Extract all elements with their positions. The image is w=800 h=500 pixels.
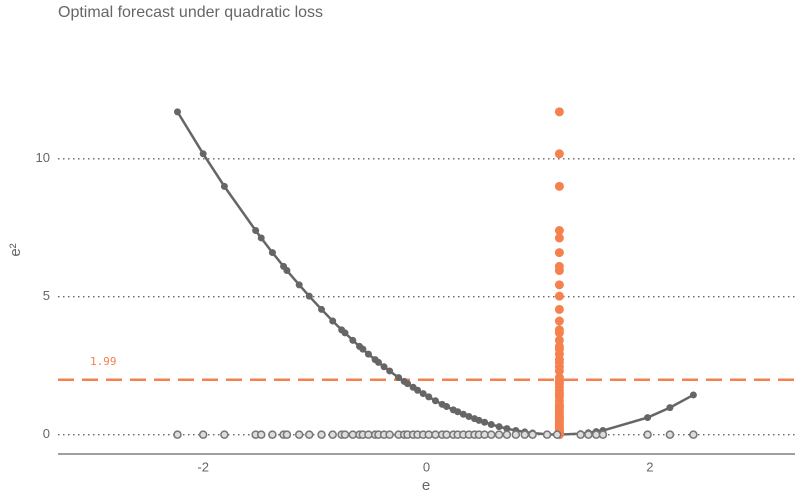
curve-point <box>475 416 483 424</box>
loss-point <box>554 403 564 413</box>
loss-point <box>554 248 564 258</box>
curve-point <box>268 249 276 257</box>
error-point <box>282 430 292 439</box>
x-tick-label: 0 <box>423 459 430 474</box>
curve-point <box>359 345 367 353</box>
error-point <box>502 430 512 439</box>
y-tick-label: 5 <box>43 288 50 303</box>
loss-point <box>554 266 564 276</box>
loss-point <box>554 304 564 314</box>
error-point <box>542 430 552 439</box>
error-point <box>268 430 277 439</box>
curve-point <box>283 267 291 275</box>
loss-point <box>554 181 564 191</box>
error-point <box>317 430 326 439</box>
curve-point <box>364 350 372 358</box>
loss-point <box>554 291 564 301</box>
x-tick-label: 2 <box>646 459 653 474</box>
curve-point <box>487 420 495 428</box>
curve-point <box>689 391 697 399</box>
curve-point <box>252 227 260 235</box>
error-point <box>385 430 394 439</box>
x-axis-label: e <box>422 477 430 494</box>
error-point <box>689 430 698 439</box>
curve-point <box>395 374 403 382</box>
error-point <box>340 430 350 439</box>
curve-point <box>495 423 503 431</box>
curve-point <box>414 386 422 394</box>
curve-point <box>341 329 349 337</box>
error-point <box>511 430 521 439</box>
loss-point <box>554 413 564 423</box>
mean-label: 1.99 <box>90 355 117 368</box>
loss-point <box>554 233 564 243</box>
curve-point <box>295 281 303 289</box>
curve-point <box>305 292 313 300</box>
curve-point <box>503 425 511 433</box>
error-point <box>576 430 585 439</box>
error-point <box>173 430 182 439</box>
curve-point <box>349 336 357 344</box>
curve-point <box>199 150 207 158</box>
error-point <box>584 430 593 439</box>
error-point <box>256 430 266 439</box>
curve-point <box>443 403 451 411</box>
curve-point <box>431 397 439 405</box>
error-point <box>198 430 208 439</box>
chart-title: Optimal forecast under quadratic loss <box>58 4 323 21</box>
error-point <box>528 430 537 439</box>
error-point <box>328 430 337 439</box>
error-point <box>220 430 229 439</box>
curve-point <box>666 404 674 412</box>
x-tick-label: -2 <box>197 459 209 474</box>
y-tick-label: 0 <box>43 426 50 441</box>
loss-point <box>554 328 564 338</box>
loss-point <box>554 280 564 290</box>
error-point <box>598 430 608 439</box>
curve-point <box>173 108 181 116</box>
loss-point <box>554 226 564 236</box>
error-point <box>643 430 652 439</box>
error-point <box>487 430 496 439</box>
loss-point <box>554 316 564 326</box>
curve-point <box>644 414 652 422</box>
curve-point <box>380 363 388 371</box>
error-point <box>494 430 504 439</box>
curve-point <box>318 305 326 313</box>
curve-point <box>220 182 228 190</box>
curve-point <box>419 390 427 398</box>
curve-point <box>465 412 473 420</box>
loss-point <box>554 390 564 400</box>
loss-curve <box>176 111 694 436</box>
loss-point <box>554 366 564 376</box>
error-point <box>305 430 314 439</box>
loss-point <box>554 107 564 117</box>
curve-point <box>459 410 467 418</box>
curve-point <box>481 418 489 426</box>
error-point <box>520 430 530 439</box>
curve-point <box>257 234 265 242</box>
error-point <box>294 430 304 439</box>
loss-point <box>554 149 564 159</box>
curve-point <box>404 380 412 388</box>
curve-point <box>374 358 382 366</box>
curve-point <box>329 317 337 325</box>
curve-point <box>386 367 394 375</box>
error-point <box>665 430 675 439</box>
curve-point <box>425 393 433 401</box>
curve-point <box>454 408 462 416</box>
error-point <box>552 430 562 439</box>
y-tick-label: 10 <box>36 150 50 165</box>
y-axis-label: e² <box>7 243 24 256</box>
